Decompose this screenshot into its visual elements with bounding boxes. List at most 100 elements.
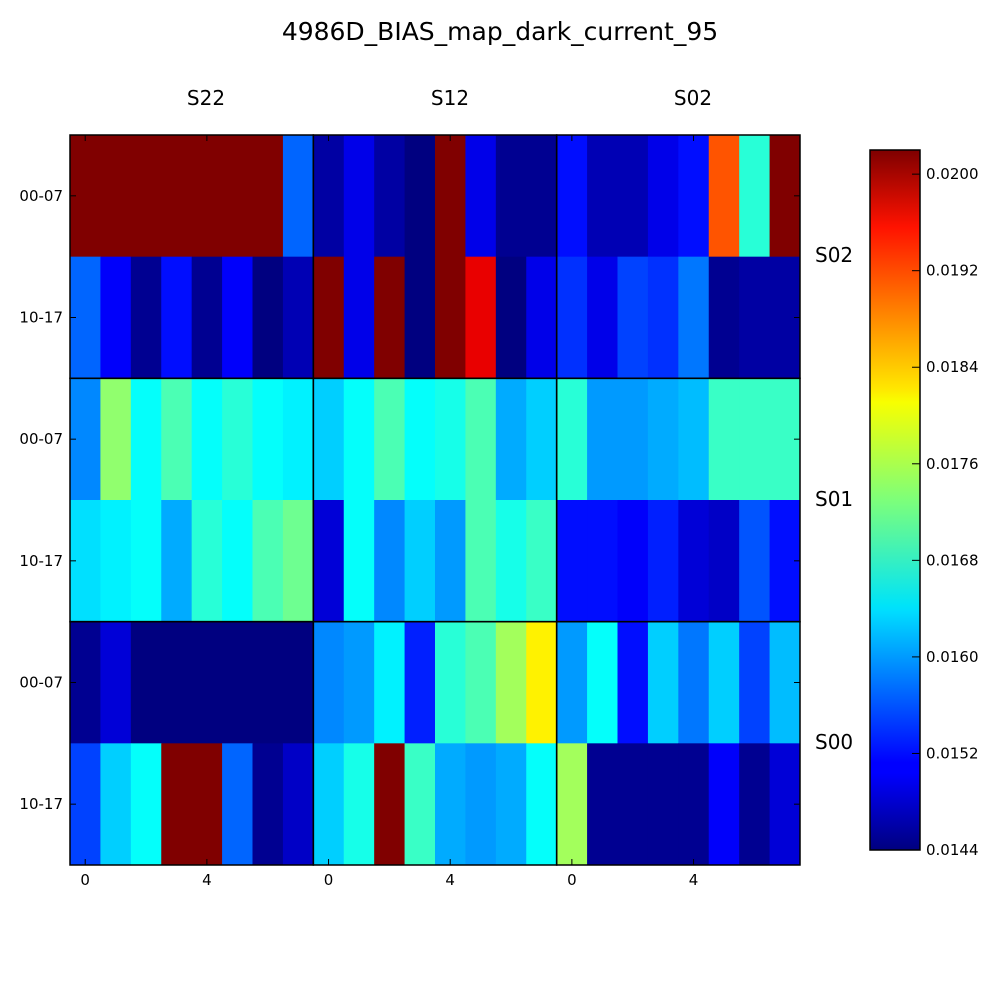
heatmap-cells bbox=[70, 135, 801, 866]
heatmap-cell bbox=[678, 621, 710, 744]
heatmap-cell bbox=[313, 256, 345, 379]
heatmap-cell bbox=[313, 500, 345, 623]
heatmap-cell bbox=[191, 256, 223, 379]
heatmap-cell bbox=[252, 500, 284, 623]
heatmap-cell bbox=[222, 135, 253, 258]
heatmap-cell bbox=[100, 135, 132, 258]
colorbar-tick-label: 0.0184 bbox=[926, 358, 979, 376]
heatmap-cell bbox=[252, 135, 284, 258]
heatmap-frames bbox=[69, 134, 801, 866]
y-tick-label: 00-07 bbox=[19, 187, 63, 205]
heatmap-cell bbox=[495, 256, 527, 379]
heatmap-cell bbox=[435, 500, 466, 623]
heatmap-cell bbox=[678, 743, 710, 866]
heatmap-cell bbox=[282, 256, 314, 379]
heatmap-cell bbox=[161, 621, 193, 744]
heatmap-cell bbox=[435, 135, 466, 258]
heatmap-cell bbox=[617, 621, 649, 744]
heatmap-cell bbox=[495, 135, 527, 258]
heatmap-cell bbox=[374, 378, 406, 501]
heatmap-cell bbox=[617, 378, 649, 501]
heatmap-cell bbox=[343, 621, 375, 744]
heatmap-cell bbox=[282, 743, 314, 866]
x-tick-label: 4 bbox=[689, 871, 699, 889]
x-tick-label: 0 bbox=[324, 871, 334, 889]
y-tick-label: 10-17 bbox=[19, 309, 63, 327]
heatmap-cell bbox=[130, 135, 162, 258]
heatmap-cell bbox=[739, 378, 771, 501]
heatmap-cell bbox=[222, 621, 253, 744]
heatmap-cell bbox=[678, 500, 710, 623]
heatmap-cell bbox=[100, 500, 132, 623]
heatmap-cell bbox=[252, 378, 284, 501]
heatmap-cell bbox=[739, 621, 771, 744]
colorbar-tick-label: 0.0168 bbox=[926, 551, 979, 569]
heatmap-cell bbox=[739, 500, 771, 623]
heatmap-cell bbox=[282, 378, 314, 501]
heatmap-cell bbox=[313, 743, 345, 866]
heatmap-cell bbox=[739, 135, 771, 258]
heatmap-cell bbox=[708, 378, 740, 501]
heatmap-cell bbox=[404, 378, 436, 501]
heatmap-cell bbox=[495, 378, 527, 501]
colorbar bbox=[869, 149, 921, 851]
heatmap-cell bbox=[282, 500, 314, 623]
heatmap-cell bbox=[647, 378, 679, 501]
heatmap-cell bbox=[343, 743, 375, 866]
heatmap-cell bbox=[465, 378, 497, 501]
heatmap-cell bbox=[313, 621, 345, 744]
heatmap-cell bbox=[404, 621, 436, 744]
heatmap-cell bbox=[708, 743, 740, 866]
heatmap-cell bbox=[404, 135, 436, 258]
heatmap-cell bbox=[404, 256, 436, 379]
colorbar-tick-label: 0.0152 bbox=[926, 744, 979, 762]
heatmap-cell bbox=[130, 743, 162, 866]
heatmap-cell bbox=[556, 378, 588, 501]
heatmap-cell bbox=[587, 256, 618, 379]
y-tick-label: 00-07 bbox=[19, 430, 63, 448]
heatmap-cell bbox=[435, 256, 466, 379]
heatmap-cell bbox=[435, 378, 466, 501]
heatmap-cell bbox=[647, 500, 679, 623]
heatmap-cell bbox=[617, 256, 649, 379]
heatmap-cell bbox=[191, 135, 223, 258]
heatmap-cell bbox=[708, 135, 740, 258]
heatmap-cell bbox=[374, 621, 406, 744]
heatmap-cell bbox=[374, 256, 406, 379]
heatmap-cell bbox=[161, 256, 193, 379]
colorbar-tick-label: 0.0160 bbox=[926, 648, 979, 666]
y-tick-label: 10-17 bbox=[19, 552, 63, 570]
heatmap-cell bbox=[465, 500, 497, 623]
heatmap-cell bbox=[343, 500, 375, 623]
heatmap-cell bbox=[465, 621, 497, 744]
heatmap-cell bbox=[647, 621, 679, 744]
heatmap-cell bbox=[617, 500, 649, 623]
heatmap-cell bbox=[526, 256, 558, 379]
x-tick-label: 4 bbox=[445, 871, 455, 889]
heatmap-cell bbox=[191, 500, 223, 623]
heatmap-cell bbox=[495, 743, 527, 866]
heatmap-cell bbox=[708, 500, 740, 623]
heatmap-cell bbox=[343, 378, 375, 501]
heatmap-cell bbox=[343, 256, 375, 379]
heatmap-cell bbox=[130, 378, 162, 501]
y-tick-label: 10-17 bbox=[19, 795, 63, 813]
heatmap-cell bbox=[252, 743, 284, 866]
heatmap-cell bbox=[556, 500, 588, 623]
heatmap-cell bbox=[343, 135, 375, 258]
heatmap-cell bbox=[526, 743, 558, 866]
colorbar-tick-label: 0.0176 bbox=[926, 455, 979, 473]
heatmap-cell bbox=[465, 256, 497, 379]
heatmap-cell bbox=[465, 743, 497, 866]
column-group-label: S02 bbox=[674, 86, 712, 110]
heatmap-cell bbox=[374, 135, 406, 258]
heatmap-cell bbox=[587, 378, 618, 501]
heatmap-cell bbox=[404, 743, 436, 866]
heatmap-cell bbox=[161, 743, 193, 866]
heatmap-cell bbox=[678, 256, 710, 379]
heatmap-cell bbox=[587, 500, 618, 623]
heatmap-cell bbox=[526, 135, 558, 258]
heatmap-cell bbox=[495, 621, 527, 744]
heatmap-cell bbox=[465, 135, 497, 258]
